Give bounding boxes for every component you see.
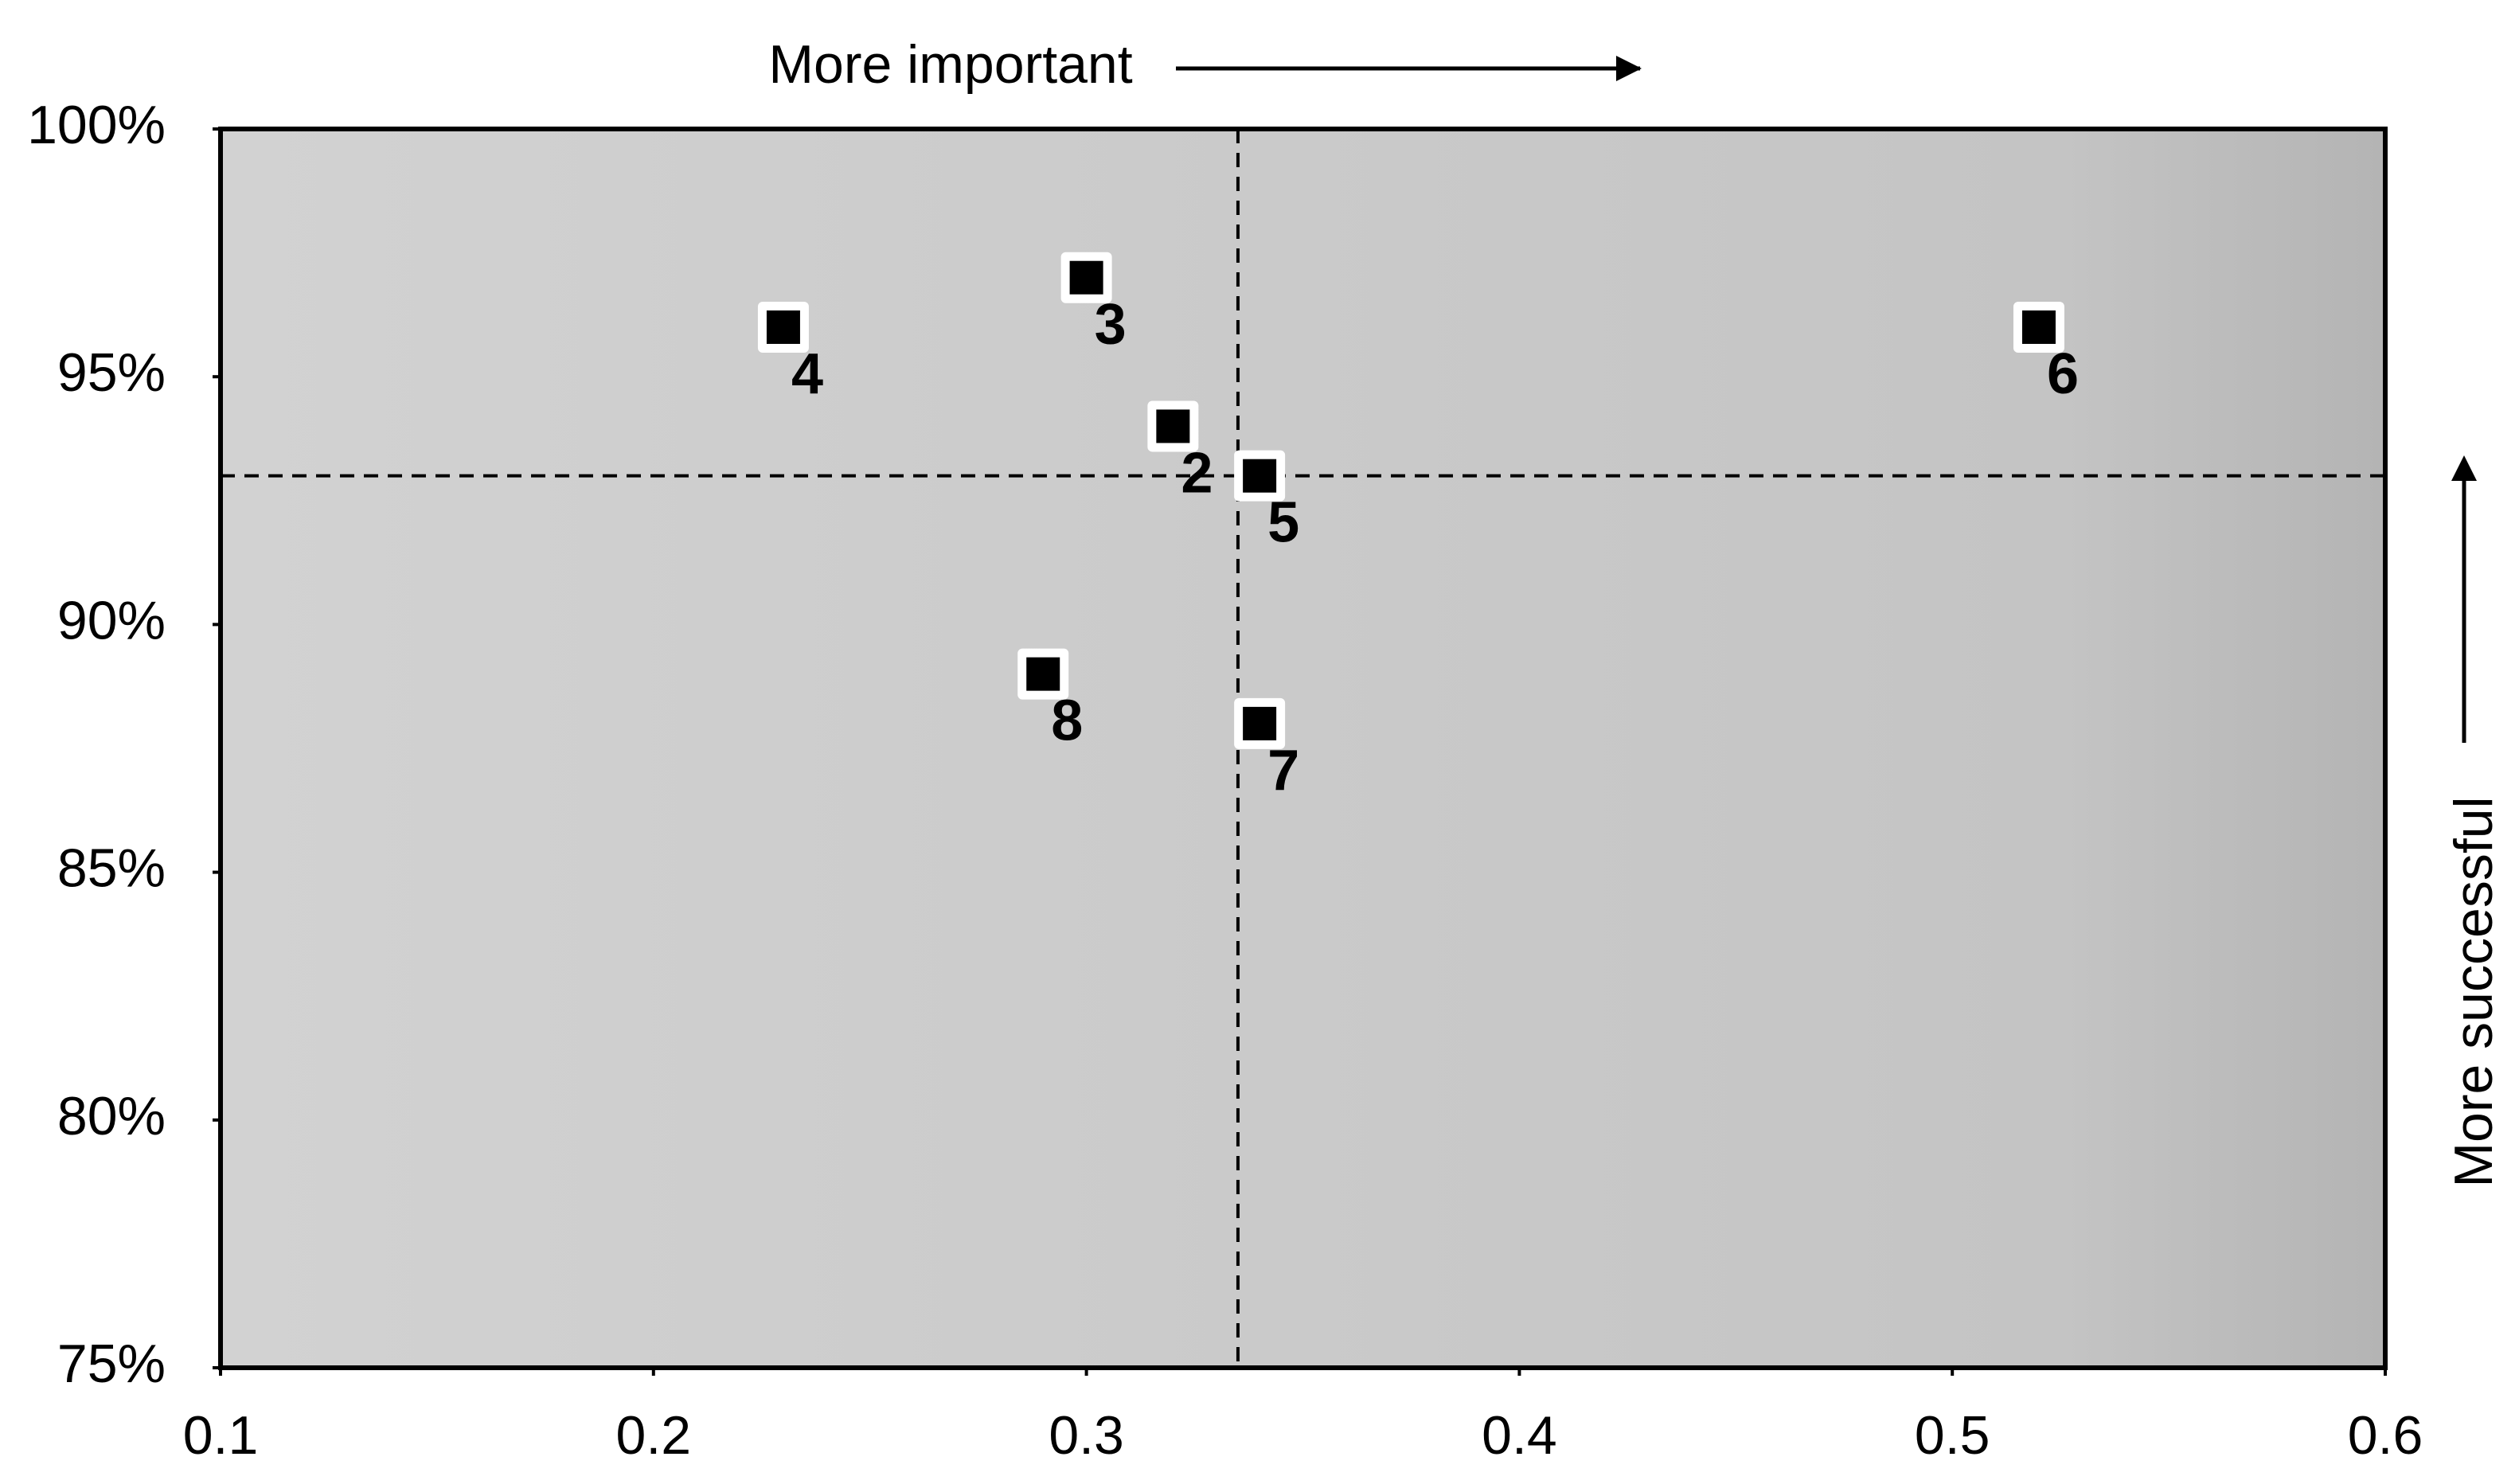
point [766, 310, 800, 344]
y-tick-label: 100% [27, 95, 166, 155]
y-arrow-head [2451, 455, 2477, 481]
y-tick-label: 75% [57, 1334, 166, 1394]
x-tick-label: 0.1 [183, 1405, 259, 1466]
point-label: 3 [1095, 293, 1127, 357]
point [1069, 260, 1103, 295]
y-tick-label: 80% [57, 1086, 166, 1146]
point-label: 6 [2047, 342, 2079, 406]
plot-border [218, 127, 2388, 1370]
point [1026, 657, 1060, 691]
point [1156, 409, 1190, 443]
y-tick-label: 95% [57, 342, 166, 403]
y-tick-label: 85% [57, 838, 166, 899]
point-label: 5 [1267, 491, 1299, 555]
x-tick-label: 0.2 [616, 1405, 692, 1466]
point-label: 8 [1051, 689, 1083, 753]
point-label: 4 [791, 342, 823, 406]
x-tick-label: 0.4 [1482, 1405, 1557, 1466]
point [1243, 706, 1277, 740]
x-tick-label: 0.6 [2348, 1405, 2423, 1466]
chart-title: More important [768, 34, 1132, 95]
x-arrow-head [1616, 56, 1642, 81]
point [1243, 459, 1277, 493]
y-tick-label: 90% [57, 590, 166, 650]
point-label: 7 [1267, 739, 1299, 803]
point [2021, 310, 2056, 344]
x-tick-label: 0.3 [1049, 1405, 1124, 1466]
point-label: 2 [1181, 441, 1213, 505]
y-annotation: More successful [2443, 796, 2504, 1187]
x-tick-label: 0.5 [1915, 1405, 1990, 1466]
